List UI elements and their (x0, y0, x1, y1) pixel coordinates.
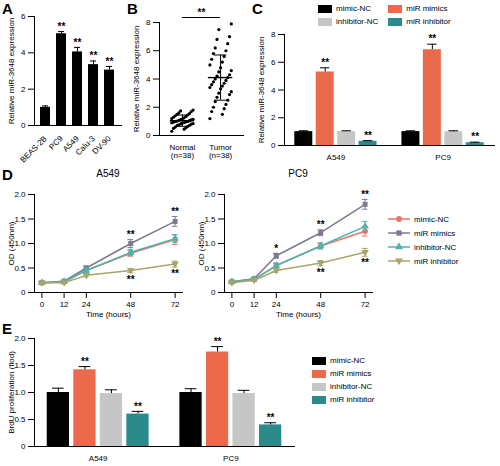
svg-text:0.5: 0.5 (14, 415, 26, 425)
svg-text:0: 0 (21, 121, 26, 130)
svg-text:72: 72 (171, 300, 180, 309)
svg-text:Calu-3: Calu-3 (73, 134, 97, 158)
svg-text:Tumor(n=38): Tumor(n=38) (209, 143, 233, 160)
svg-text:**: ** (127, 229, 135, 240)
svg-text:1.5: 1.5 (14, 361, 26, 371)
svg-text:OD (450nm): OD (450nm) (7, 221, 16, 265)
svg-text:2: 2 (21, 85, 26, 94)
svg-text:OD (450nm): OD (450nm) (197, 221, 206, 265)
svg-text:Relative miR-3648 expression: Relative miR-3648 expression (7, 18, 16, 125)
html-text:miR inhibitor: miR inhibitor (414, 256, 459, 266)
svg-text:**: ** (317, 267, 325, 278)
svg-text:4: 4 (21, 48, 26, 57)
svg-text:**: ** (198, 7, 206, 18)
svg-text:**: ** (81, 356, 89, 367)
svg-text:0: 0 (21, 442, 26, 451)
svg-text:6: 6 (146, 46, 151, 55)
svg-text:2.0: 2.0 (14, 334, 26, 343)
svg-text:Relative miR-3648 expression: Relative miR-3648 expression (257, 37, 266, 144)
html-text:B: B (127, 0, 138, 17)
svg-text:Normal(n=38): Normal(n=38) (170, 143, 196, 160)
svg-text:0.5: 0.5 (14, 263, 26, 273)
svg-text:**: ** (134, 401, 142, 412)
svg-text:**: ** (361, 257, 369, 268)
svg-text:**: ** (428, 33, 436, 44)
svg-text:72: 72 (361, 300, 370, 309)
svg-text:0: 0 (230, 300, 235, 309)
svg-text:**: ** (364, 130, 372, 141)
svg-text:48: 48 (316, 300, 325, 309)
svg-text:12: 12 (60, 300, 69, 309)
svg-text:PC9: PC9 (47, 134, 65, 152)
html-text:inhibitor-NC: inhibitor-NC (336, 17, 379, 26)
svg-text:0: 0 (21, 288, 26, 297)
svg-text:**: ** (317, 219, 325, 230)
svg-text:48: 48 (126, 300, 135, 309)
html-text:miR mimics: miR mimics (330, 369, 372, 378)
svg-text:*: * (274, 243, 278, 254)
svg-text:2: 2 (146, 103, 151, 112)
html-text:mimic-NC: mimic-NC (414, 214, 450, 224)
svg-text:**: ** (74, 37, 82, 48)
svg-text:**: ** (58, 21, 66, 32)
svg-text:**: ** (171, 206, 179, 217)
svg-text:Time (hours): Time (hours) (86, 310, 131, 319)
svg-text:BrdU proliferation (flod): BrdU proliferation (flod) (7, 351, 16, 434)
svg-text:4: 4 (271, 86, 276, 95)
html-text:mimic-NC: mimic-NC (330, 356, 366, 365)
svg-text:4: 4 (146, 75, 151, 84)
html-text:PC9: PC9 (288, 168, 308, 179)
svg-text:6: 6 (21, 12, 26, 21)
html-text:inhibitor-NC: inhibitor-NC (330, 382, 373, 391)
svg-text:**: ** (321, 57, 329, 68)
html-text:miR mimics: miR mimics (406, 4, 448, 13)
html-text:D: D (2, 166, 13, 183)
svg-text:**: ** (127, 274, 135, 285)
html-text:miR mimics: miR mimics (414, 228, 456, 238)
html-text:A: A (2, 0, 13, 17)
svg-text:0: 0 (40, 300, 45, 309)
svg-text:0: 0 (146, 131, 151, 140)
svg-text:24: 24 (82, 300, 91, 309)
svg-text:A549: A549 (89, 454, 108, 463)
svg-text:**: ** (267, 412, 275, 423)
svg-text:2: 2 (271, 113, 276, 122)
svg-text:24: 24 (272, 300, 281, 309)
svg-text:6: 6 (271, 58, 276, 67)
svg-text:1.0: 1.0 (14, 388, 26, 398)
svg-text:0: 0 (271, 141, 276, 150)
svg-text:A549: A549 (327, 153, 346, 162)
svg-text:**: ** (90, 50, 98, 61)
html-text:miR inhibitor: miR inhibitor (406, 17, 451, 26)
svg-text:2.0: 2.0 (14, 190, 26, 199)
svg-text:8: 8 (146, 18, 151, 27)
svg-text:1.0: 1.0 (14, 239, 26, 249)
svg-text:PC9: PC9 (223, 454, 239, 463)
svg-text:8: 8 (271, 30, 276, 39)
svg-text:**: ** (471, 131, 479, 142)
html-text:mimic-NC: mimic-NC (336, 4, 372, 13)
html-text:A549: A549 (96, 168, 120, 179)
svg-text:A549: A549 (61, 134, 81, 154)
html-text:C: C (252, 0, 263, 17)
svg-text:**: ** (106, 56, 114, 67)
svg-text:**: ** (171, 268, 179, 279)
svg-text:1.0: 1.0 (204, 239, 216, 249)
svg-text:**: ** (361, 189, 369, 200)
html-text:E: E (2, 320, 12, 337)
svg-text:12: 12 (250, 300, 259, 309)
svg-text:0: 0 (211, 288, 216, 297)
svg-text:Time (hours): Time (hours) (276, 310, 321, 319)
svg-text:PC9: PC9 (435, 153, 451, 162)
svg-text:0.5: 0.5 (204, 263, 216, 273)
html-text:miR inhibitor: miR inhibitor (330, 395, 375, 404)
svg-text:1.5: 1.5 (14, 214, 26, 224)
svg-text:1.5: 1.5 (204, 214, 216, 224)
html-text:inhibitor-NC: inhibitor-NC (414, 242, 457, 252)
svg-text:DV-90: DV-90 (91, 134, 113, 156)
svg-text:**: ** (214, 336, 222, 347)
svg-text:BEAS-2B: BEAS-2B (18, 134, 48, 164)
svg-text:Relative miR-3648 expression: Relative miR-3648 expression (132, 26, 141, 133)
svg-text:2.0: 2.0 (204, 190, 216, 199)
